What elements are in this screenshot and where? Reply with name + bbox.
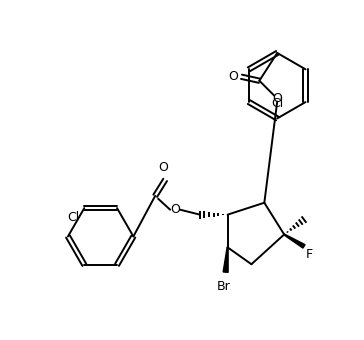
Text: Cl: Cl	[67, 211, 79, 224]
Text: O: O	[229, 70, 238, 83]
Polygon shape	[284, 234, 305, 248]
Text: O: O	[170, 203, 180, 216]
Text: Cl: Cl	[271, 98, 283, 111]
Text: O: O	[158, 161, 168, 174]
Text: Br: Br	[217, 280, 230, 293]
Polygon shape	[223, 247, 228, 272]
Text: O: O	[272, 92, 282, 105]
Text: F: F	[306, 248, 313, 261]
